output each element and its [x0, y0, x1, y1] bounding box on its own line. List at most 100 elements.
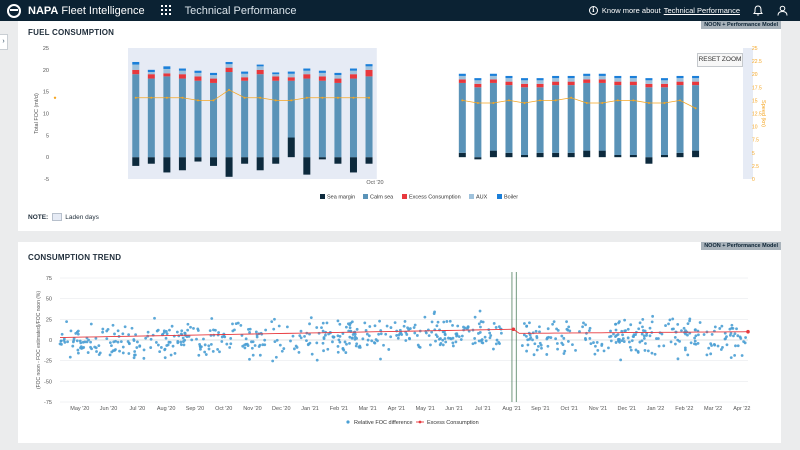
napa-logo-icon — [7, 3, 21, 18]
bar-boiler — [287, 71, 295, 74]
bar-calm-sea — [629, 85, 637, 155]
bar-aux — [583, 75, 591, 80]
scatter-point — [72, 337, 76, 340]
scatter-point — [153, 316, 156, 320]
bar-excess — [660, 83, 668, 88]
brand-title[interactable]: NAPA Fleet Intelligence — [28, 5, 145, 17]
bar-boiler — [489, 73, 497, 76]
scatter-point — [179, 343, 183, 347]
speed-point — [352, 96, 355, 99]
scatter-point — [418, 345, 422, 349]
scatter-point — [443, 332, 447, 336]
bar-aux — [334, 75, 342, 79]
scatter-point — [413, 323, 417, 327]
scatter-point — [348, 341, 351, 345]
scatter-point — [534, 329, 538, 333]
scatter-point — [149, 346, 153, 349]
bar-sea-margin — [256, 157, 264, 171]
scatter-point — [454, 340, 458, 344]
scatter-point — [451, 323, 454, 327]
scatter-point — [403, 320, 407, 323]
bar-sea-margin — [598, 150, 606, 158]
x-tick-label: Jul '20 — [129, 406, 145, 412]
scatter-point — [306, 343, 310, 347]
scatter-point — [135, 346, 139, 349]
scatter-point — [744, 336, 747, 339]
bell-icon[interactable] — [752, 5, 764, 17]
speed-point — [663, 102, 666, 105]
consumption-trend-chart[interactable]: -75 -50 -25 0 25 50 75 (FOC noon - FOC estimate… — [18, 242, 781, 443]
scatter-point — [127, 333, 131, 337]
technical-performance-link[interactable]: Technical Performance — [663, 6, 740, 15]
scatter-point — [118, 349, 121, 353]
scatter-point — [76, 348, 80, 352]
sidebar-toggle-icon[interactable]: › — [0, 34, 8, 50]
scatter-point — [244, 337, 248, 341]
scatter-point — [466, 325, 470, 329]
scatter-point — [95, 350, 98, 353]
scatter-point — [676, 322, 680, 326]
grid-icon[interactable] — [160, 4, 171, 17]
user-icon[interactable] — [776, 5, 788, 17]
speed-point — [305, 96, 308, 99]
legend-label: Boiler — [504, 195, 518, 201]
scatter-point — [220, 340, 224, 343]
bar-boiler — [132, 61, 140, 65]
scatter-point — [309, 316, 313, 320]
scatter-point — [645, 334, 648, 337]
scatter-point — [299, 329, 303, 333]
scatter-point — [364, 329, 368, 332]
scatter-point — [531, 338, 534, 342]
scatter-point — [600, 344, 604, 347]
scatter-point — [697, 333, 700, 337]
scatter-point — [435, 324, 439, 328]
scatter-point — [350, 336, 354, 340]
scatter-point — [167, 340, 171, 344]
scatter-point — [272, 327, 276, 331]
scatter-point — [595, 341, 599, 344]
x-tick-label: Mar '22 — [704, 406, 722, 412]
scatter-point — [76, 351, 80, 355]
scatter-point — [346, 322, 350, 326]
bar-aux — [210, 75, 218, 79]
scatter-point — [133, 350, 137, 353]
scatter-point — [532, 353, 536, 357]
scatter-point — [111, 349, 115, 353]
scatter-point — [123, 325, 127, 329]
scatter-point — [631, 335, 635, 338]
fuel-consumption-chart[interactable]: -5 0 5 10 15 20 25 0 2.5 5 7.5 10 12.5 15 17.5 20 22.5 25… — [18, 21, 781, 206]
y2-tick-label: 17.5 — [752, 85, 762, 91]
speed-point — [228, 88, 231, 91]
bar-sea-margin — [365, 157, 373, 164]
bar-excess — [163, 73, 171, 77]
scatter-point — [634, 348, 638, 352]
scatter-point — [324, 333, 327, 337]
scatter-point — [709, 352, 713, 356]
scatter-point — [640, 339, 644, 343]
scatter-point — [273, 340, 277, 344]
scatter-point — [367, 334, 371, 338]
x-tick-label: Apr '22 — [733, 406, 750, 412]
scatter-point — [684, 332, 687, 336]
speed-point — [259, 96, 262, 99]
scatter-point — [68, 355, 72, 359]
scatter-point — [618, 338, 621, 341]
scatter-point — [473, 337, 477, 340]
x-tick-label: Jun '21 — [445, 406, 463, 412]
scatter-point — [578, 330, 581, 333]
reset-zoom-button[interactable]: RESET ZOOM — [697, 53, 743, 67]
x-tick-label: Sep '21 — [531, 406, 549, 412]
scatter-point — [216, 348, 219, 351]
scatter-point — [246, 344, 250, 347]
info-link[interactable]: i Know more about Technical Performance — [588, 6, 740, 15]
scatter-point — [522, 322, 526, 325]
y2-tick-label: 2.5 — [752, 164, 759, 170]
scatter-point — [455, 334, 458, 338]
y-axis-title: Total FOC (mt/d) — [34, 93, 40, 134]
scatter-point — [321, 321, 325, 325]
scatter-point — [94, 336, 98, 340]
scatter-point — [693, 342, 696, 346]
scatter-point — [158, 350, 162, 354]
scatter-point — [537, 344, 540, 348]
bar-aux — [489, 75, 497, 80]
